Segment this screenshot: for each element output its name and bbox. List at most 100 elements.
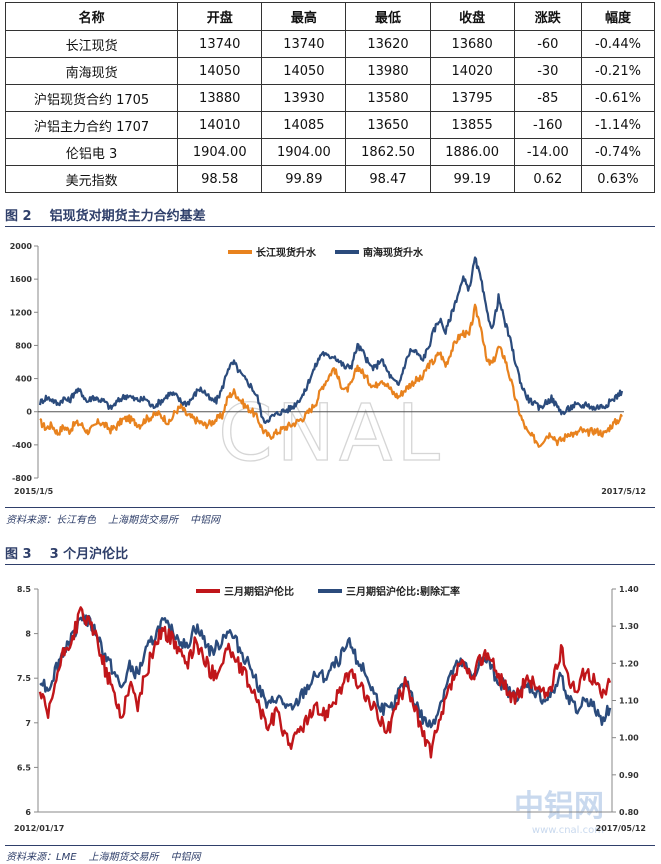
- y-tick-label: -800: [12, 474, 32, 483]
- cell-close: 14020: [429, 57, 515, 85]
- cell-open: 1904.00: [177, 138, 263, 166]
- cell-close: 1886.00: [429, 138, 515, 166]
- fig2-caption: 图 2 铝现货对期货主力合约基差: [5, 205, 224, 224]
- cnal-watermark: CNAL: [218, 389, 444, 479]
- cell-percent: -0.44%: [580, 30, 656, 58]
- cell-high: 13740: [261, 30, 347, 58]
- fig3-source-3: 中铝网: [170, 852, 201, 863]
- y-tick-label: 8: [25, 630, 31, 639]
- cell-open: 13740: [177, 30, 263, 58]
- cell-close: 13855: [429, 111, 515, 139]
- x-tick-label-end: 2017/5/12: [601, 487, 646, 496]
- cnal-logo-watermark: 中铝网: [514, 789, 604, 824]
- y-tick-label: 400: [15, 375, 32, 384]
- legend-label: 三月期铝沪伦比: [224, 585, 294, 598]
- cell-close: 13680: [429, 30, 515, 58]
- y-tick-label: 0: [26, 408, 32, 417]
- fig3-caption: 图 3 3 个月沪伦比: [5, 543, 146, 562]
- series-line-nanhai: [38, 256, 624, 424]
- table-row: 沪铝现货合约 1705 13880 13930 13580 13795 -85 -0.61%: [4, 84, 656, 112]
- quote-table: 名称 开盘 最高 最低 收盘 涨跌 幅度 长江现货 13740 13740 13620…: [4, 2, 656, 193]
- cell-close: 13795: [429, 84, 515, 112]
- x-tick-label-start: 2015/1/5: [14, 487, 54, 496]
- cell-low: 13620: [345, 30, 431, 58]
- cell-open: 98.58: [177, 165, 263, 193]
- cell-high: 99.89: [261, 165, 347, 193]
- table-row: 伦铝电 3 1904.00 1904.00 1862.50 1886.00 -14.00-…: [4, 138, 656, 166]
- cell-close: 99.19: [429, 165, 515, 193]
- y-tick-label: 1600: [10, 275, 33, 284]
- table-row: 长江现货 13740 13740 13620 13680 -60 -0.44%: [4, 30, 656, 58]
- cnal-url-watermark: www.cnal.com: [532, 825, 604, 836]
- cell-name: 南海现货: [4, 57, 179, 85]
- cell-open: 13880: [177, 84, 263, 112]
- fig3-source-2: 上海期货交易所: [88, 852, 159, 863]
- cell-change: -60: [513, 30, 582, 58]
- x-tick-label-start: 2012/01/17: [14, 824, 64, 833]
- y2-tick-label: 1.30: [619, 622, 639, 631]
- table-row: 美元指数 98.58 99.89 98.47 99.19 0.62 0.63%: [4, 165, 656, 193]
- fig2-top-rule: [5, 226, 655, 227]
- series-line-changjiang: [39, 303, 623, 448]
- table-header-row: 名称 开盘 最高 最低 收盘 涨跌 幅度: [4, 2, 656, 31]
- legend-label: 南海现货升水: [363, 246, 424, 259]
- cell-percent: -0.74%: [580, 138, 656, 166]
- fig2-source: 资料来源：长江有色 上海期货交易所 中铝网: [6, 511, 232, 526]
- y-tick-label: 6: [25, 808, 31, 817]
- series-line-ratio: [38, 606, 612, 759]
- y-tick-label: 800: [15, 341, 32, 350]
- cell-name: 沪铝现货合约 1705: [4, 84, 179, 112]
- y-tick-label: 6.5: [17, 763, 32, 772]
- fig2-number: 图 2: [5, 209, 32, 224]
- header-name: 名称: [4, 2, 179, 31]
- fig2-source-1: 资料来源：长江有色: [6, 515, 96, 526]
- y-tick-label: -400: [12, 441, 32, 450]
- table-body: 长江现货 13740 13740 13620 13680 -60 -0.44% 南海现货 140…: [4, 30, 656, 193]
- cell-percent: -1.14%: [580, 111, 656, 139]
- cell-low: 98.47: [345, 165, 431, 193]
- fig3-source-1: 资料来源：LME: [6, 852, 77, 863]
- cell-percent: 0.63%: [580, 165, 656, 193]
- fig3-top-rule: [5, 564, 655, 565]
- y2-tick-label: 1.00: [619, 734, 639, 743]
- table-row: 沪铝主力合约 1707 14010 14085 13650 13855 -160 -1.14…: [4, 111, 656, 139]
- cell-open: 14050: [177, 57, 263, 85]
- cell-name: 美元指数: [4, 165, 179, 193]
- y2-tick-label: 0.80: [619, 808, 639, 817]
- cell-low: 1862.50: [345, 138, 431, 166]
- cell-low: 13980: [345, 57, 431, 85]
- cell-change: -85: [513, 84, 582, 112]
- cell-name: 沪铝主力合约 1707: [4, 111, 179, 139]
- fig2-source-2: 上海期货交易所: [108, 515, 178, 526]
- table-row: 南海现货 14050 14050 13980 14020 -30 -0.21%: [4, 57, 656, 85]
- legend-label: 三月期铝沪伦比:剔除汇率: [346, 585, 460, 598]
- header-open: 开盘: [177, 2, 263, 31]
- x-tick-label-end: 2017/05/12: [596, 824, 646, 833]
- cell-change: -14.00: [513, 138, 582, 166]
- fig3-source: 资料来源：LME 上海期货交易所 中铝网: [6, 848, 213, 863]
- fig2-source-3: 中铝网: [190, 515, 220, 526]
- fig2-bottom-rule: [5, 507, 655, 508]
- y2-tick-label: 1.10: [619, 697, 639, 706]
- cell-change: -160: [513, 111, 582, 139]
- cell-low: 13650: [345, 111, 431, 139]
- header-low: 最低: [345, 2, 431, 31]
- y2-tick-label: 1.40: [619, 585, 639, 594]
- y-tick-label: 2000: [10, 242, 33, 251]
- y-tick-label: 7.5: [17, 674, 32, 683]
- y2-tick-label: 1.20: [619, 659, 639, 668]
- cell-name: 长江现货: [4, 30, 179, 58]
- fig2-title: 铝现货对期货主力合约基差: [49, 209, 206, 224]
- y-tick-label: 1200: [10, 308, 33, 317]
- cell-high: 1904.00: [261, 138, 347, 166]
- header-change: 涨跌: [513, 2, 582, 31]
- header-percent: 幅度: [580, 2, 656, 31]
- basis-chart: CNAL -800 -400 0 400 800 1200 1600 2000 2015/1/5 2…: [10, 242, 646, 496]
- cell-change: 0.62: [513, 165, 582, 193]
- y2-tick-label: 0.90: [619, 771, 639, 780]
- cell-percent: -0.61%: [580, 84, 656, 112]
- y-tick-label: 8.5: [17, 585, 32, 594]
- y-tick-label: 7: [25, 719, 31, 728]
- header-close: 收盘: [429, 2, 515, 31]
